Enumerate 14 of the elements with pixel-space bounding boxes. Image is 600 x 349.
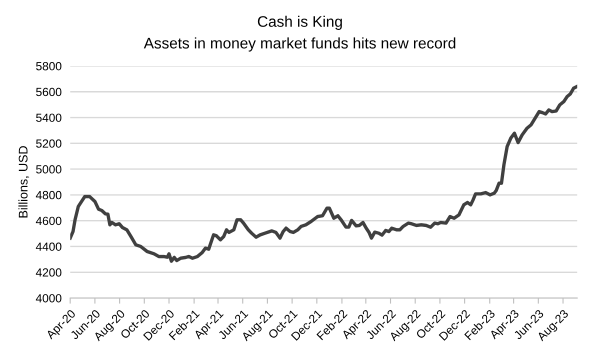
- y-tick-label: 4600: [36, 216, 62, 226]
- y-tick-label: 5600: [36, 88, 62, 96]
- y-tick-label: 5000: [36, 165, 62, 174]
- y-tick-label: 4000: [36, 294, 62, 302]
- y-axis-title: Billions, USD: [18, 146, 30, 218]
- y-tick-label: 5200: [36, 139, 62, 148]
- y-tick-label: 4200: [36, 268, 62, 277]
- line-series: [70, 84, 578, 263]
- chart-title: Cash is King: [258, 16, 342, 30]
- y-tick-label: 4800: [36, 190, 62, 200]
- y-tick-label: 5800: [36, 62, 62, 70]
- y-tick-label: 4400: [36, 242, 62, 251]
- chart-subtitle: Assets in money market funds hits new record: [144, 37, 456, 52]
- y-tick-label: 5400: [36, 114, 62, 122]
